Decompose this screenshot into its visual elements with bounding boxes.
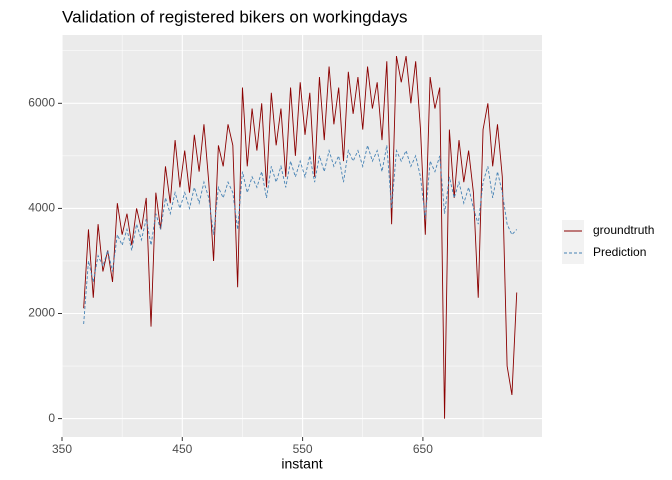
series-line	[83, 143, 518, 325]
y-tick-label: 2000	[28, 306, 55, 320]
chart-title: Validation of registered bikers on worki…	[62, 7, 408, 26]
x-tick-label: 650	[413, 442, 433, 456]
y-tick-label: 6000	[28, 95, 55, 109]
x-tick-label: 450	[172, 442, 192, 456]
x-tick-label: 550	[293, 442, 313, 456]
y-tick-label: 4000	[28, 201, 55, 215]
y-tick-label: 0	[48, 411, 55, 425]
legend-label: Prediction	[593, 245, 646, 259]
series-line	[83, 55, 518, 419]
legend-key	[562, 242, 584, 264]
legend-label: groundtruth	[593, 223, 654, 237]
x-axis-label: instant	[281, 456, 322, 472]
x-tick-label: 350	[52, 442, 72, 456]
